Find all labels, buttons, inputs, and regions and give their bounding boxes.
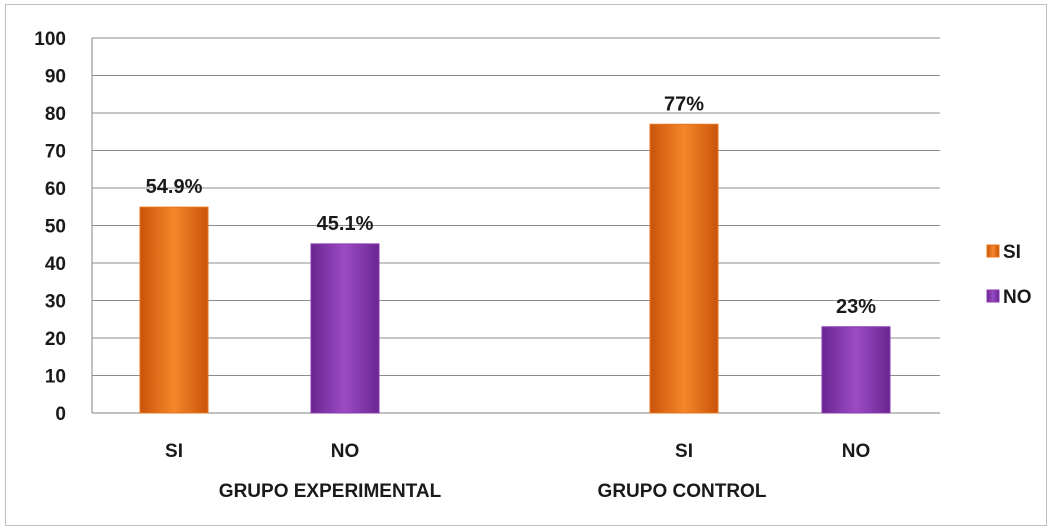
data-labels: 54.9% 45.1% 77% 23% [146, 93, 877, 318]
bars [139, 123, 891, 414]
bar-no [310, 243, 380, 414]
y-tick-label: 100 [34, 29, 66, 50]
x-category-label: SI [165, 441, 183, 462]
x-category-label: NO [842, 441, 871, 462]
legend: SI NO [986, 242, 1032, 308]
y-tick-label: 90 [45, 67, 66, 88]
data-label: 23% [836, 296, 876, 318]
data-label: 54.9% [146, 176, 203, 198]
y-axis-ticks: 0 10 20 30 40 50 60 70 80 90 100 [34, 29, 66, 425]
legend-swatch-no [986, 289, 1000, 303]
y-tick-label: 80 [45, 104, 66, 125]
y-tick-label: 0 [55, 404, 66, 425]
y-tick-label: 70 [45, 142, 66, 163]
x-axis-groups: GRUPO EXPERIMENTAL GRUPO CONTROL [219, 481, 767, 502]
x-category-label: NO [331, 441, 360, 462]
data-label: 45.1% [317, 213, 374, 235]
y-tick-label: 10 [45, 367, 66, 388]
x-axis-categories: SI NO SI NO [165, 441, 870, 462]
x-group-label: GRUPO EXPERIMENTAL [219, 481, 442, 502]
x-group-label: GRUPO CONTROL [598, 481, 767, 502]
bar-no [821, 326, 891, 414]
bar-si [649, 123, 719, 414]
x-category-label: SI [675, 441, 693, 462]
legend-label: NO [1003, 287, 1032, 308]
data-label: 77% [664, 93, 704, 115]
y-tick-label: 50 [45, 217, 66, 238]
legend-label: SI [1003, 242, 1021, 263]
y-tick-label: 60 [45, 179, 66, 200]
y-tick-label: 30 [45, 292, 66, 313]
gridlines [91, 37, 940, 414]
bar-si [139, 206, 209, 414]
y-tick-label: 20 [45, 329, 66, 350]
y-tick-label: 40 [45, 254, 66, 275]
legend-swatch-si [986, 244, 1000, 258]
